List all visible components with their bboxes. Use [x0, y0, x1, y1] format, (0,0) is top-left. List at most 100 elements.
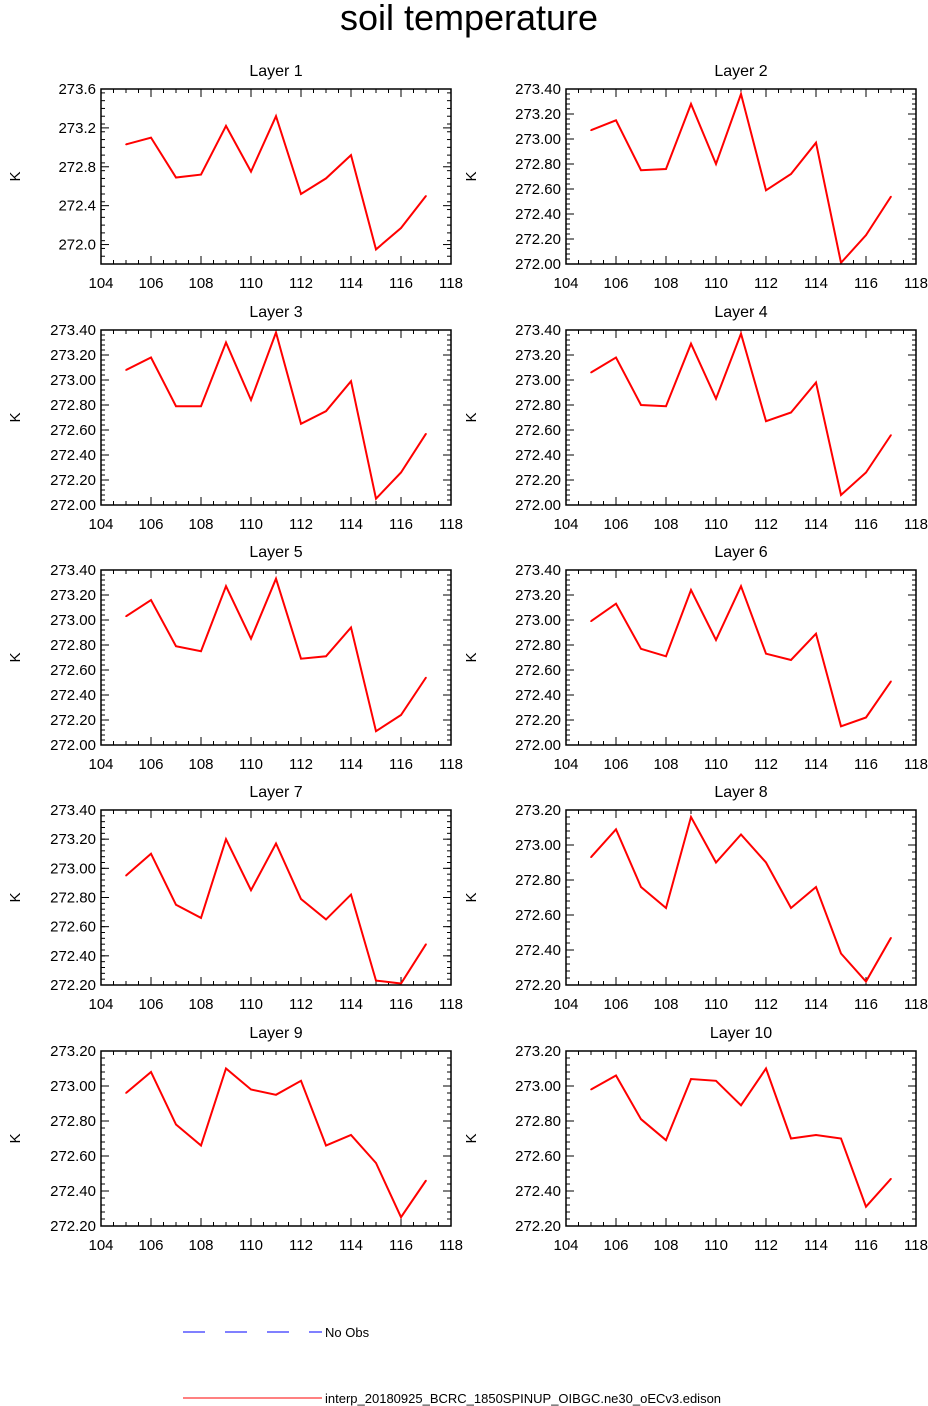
- y-tick-label: 273.20: [515, 802, 561, 819]
- data-point: [865, 980, 867, 983]
- x-tick-label: 116: [854, 1237, 878, 1254]
- series-line: [590, 583, 892, 728]
- data-point: [150, 136, 152, 139]
- y-tick-label: 273.40: [515, 81, 561, 98]
- data-point: [765, 652, 767, 655]
- x-tick-label: 108: [188, 756, 213, 773]
- data-point: [890, 1177, 892, 1180]
- data-point: [325, 918, 327, 921]
- y-tick-label: 272.20: [50, 1218, 96, 1235]
- y-tick-label: 272.00: [515, 497, 561, 514]
- x-tick-label: 116: [854, 516, 878, 533]
- x-tick-label: 116: [389, 516, 413, 533]
- plot-frame: [100, 88, 452, 265]
- y-tick-label: 273.6: [58, 81, 96, 98]
- figure-title: soil temperature: [340, 0, 598, 38]
- y-tick-label: 273.20: [50, 587, 96, 604]
- x-tick-label: 114: [804, 1237, 828, 1254]
- x-tick-label: 104: [553, 1237, 578, 1254]
- data-point: [640, 886, 642, 888]
- data-point: [840, 952, 842, 955]
- x-tick-label: 114: [804, 275, 828, 292]
- legend: No Obs interp_20180925_BCRC_1850SPINUP_O…: [183, 1325, 721, 1406]
- y-tick-label: 272.80: [515, 637, 561, 654]
- y-tick-label: 273.20: [515, 1043, 561, 1060]
- data-point: [790, 907, 792, 909]
- series-line: [125, 1066, 427, 1220]
- y-axis-label: K: [7, 892, 24, 902]
- plot-frame: [565, 569, 917, 746]
- series-line: [125, 575, 427, 733]
- y-tick-label: 273.40: [50, 562, 96, 579]
- panel-title: Layer 10: [710, 1025, 772, 1042]
- x-tick-label: 112: [754, 1237, 778, 1254]
- x-tick-label: 118: [439, 275, 463, 292]
- legend-item-model-run: interp_20180925_BCRC_1850SPINUP_OIBGC.ne…: [183, 1391, 721, 1406]
- data-point: [225, 838, 227, 840]
- data-point: [640, 404, 642, 406]
- data-point: [865, 234, 867, 237]
- data-point: [250, 637, 252, 640]
- data-point: [250, 1088, 252, 1091]
- chart-panel-layer-9: Layer 9 K 272.20 272.40 272.60 272.80 273.00 27…: [7, 1025, 463, 1254]
- x-tick-label: 118: [439, 1237, 463, 1254]
- x-tick-label: 110: [239, 756, 263, 773]
- data-point: [350, 380, 352, 383]
- series-line: [590, 330, 892, 497]
- x-tick-label: 104: [88, 1237, 113, 1254]
- chart-panel-layer-4: Layer 4 K 272.00 272.20 272.40 272.60 272.80 27…: [463, 304, 928, 533]
- chart-panel-layer-3: Layer 3 K 272.00 272.20 272.40 272.60 272.80 27…: [7, 304, 463, 533]
- data-point: [425, 676, 427, 679]
- panel-title: Layer 8: [714, 784, 767, 801]
- data-point: [890, 680, 892, 683]
- data-point: [590, 1088, 592, 1091]
- x-tick-label: 118: [904, 1237, 928, 1254]
- legend-item-no-obs: No Obs: [183, 1325, 370, 1340]
- x-tick-label: 112: [289, 516, 313, 533]
- y-tick-label: 273.00: [515, 612, 561, 629]
- data-point: [400, 714, 402, 716]
- data-point: [840, 261, 842, 264]
- data-point: [840, 494, 842, 496]
- data-point: [275, 1093, 277, 1096]
- y-axis-label: K: [7, 171, 24, 181]
- data-point: [815, 381, 817, 384]
- y-tick-label: 272.60: [515, 181, 561, 198]
- data-point: [350, 1134, 352, 1136]
- x-tick-label: 106: [138, 275, 163, 292]
- y-tick-label: 272.80: [50, 890, 96, 907]
- data-point: [400, 227, 402, 229]
- y-tick-label: 272.60: [515, 1148, 561, 1165]
- y-axis-label: K: [7, 412, 24, 422]
- plot-frame: [565, 329, 917, 506]
- chart-panel-layer-1: Layer 1 K 272.0 272.4 272.8 273.2 273.6 104 106 1…: [7, 63, 463, 292]
- data-point: [640, 169, 642, 172]
- panel-title: Layer 6: [714, 544, 767, 561]
- data-point: [840, 1137, 842, 1140]
- panel-title: Layer 3: [249, 304, 302, 321]
- y-tick-label: 273.00: [515, 131, 561, 148]
- data-point: [350, 893, 352, 896]
- data-point: [765, 1067, 767, 1070]
- plot-frame: [100, 569, 452, 746]
- x-tick-label: 106: [138, 996, 163, 1013]
- data-point: [640, 1118, 642, 1121]
- y-tick-label: 273.20: [515, 106, 561, 123]
- data-point: [615, 828, 617, 831]
- y-tick-label: 272.80: [50, 1113, 96, 1130]
- data-point: [375, 1162, 377, 1164]
- data-point: [790, 173, 792, 175]
- data-point: [300, 898, 302, 900]
- data-point: [690, 103, 692, 105]
- x-tick-label: 104: [88, 996, 113, 1013]
- plot-frame: [565, 1050, 917, 1227]
- x-tick-label: 110: [704, 996, 728, 1013]
- data-point: [715, 163, 717, 165]
- x-tick-label: 112: [289, 275, 313, 292]
- data-point: [125, 615, 127, 618]
- x-tick-label: 118: [439, 516, 463, 533]
- y-tick-label: 272.60: [515, 907, 561, 924]
- x-tick-label: 116: [854, 756, 878, 773]
- x-tick-label: 114: [804, 756, 828, 773]
